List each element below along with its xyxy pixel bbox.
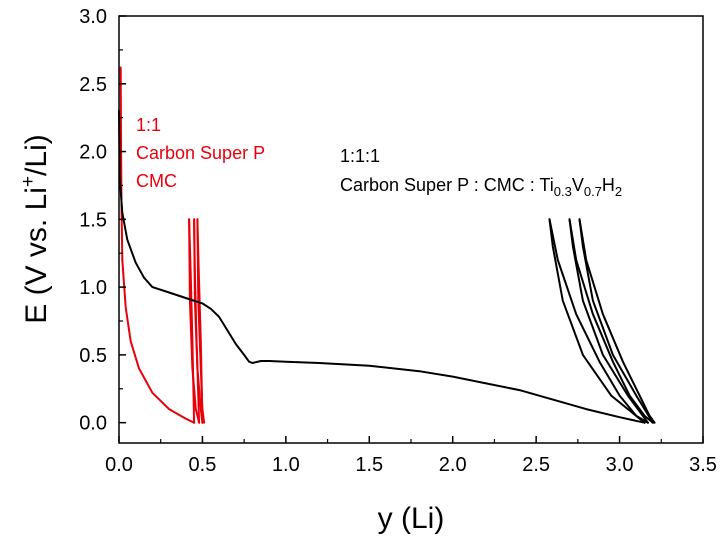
annotation-black-text: Carbon Super P : CMC : Ti <box>340 175 554 195</box>
annotation-red-line3: CMC <box>136 171 177 191</box>
y-axis-title: E (V vs. Li+/Li) <box>18 134 53 324</box>
x-tick-label: 1.5 <box>355 454 383 476</box>
x-tick-label: 2.5 <box>522 454 550 476</box>
annotation-black-sub-3: 2 <box>615 184 622 199</box>
ticks-layer: 0.0 0.5 1.0 1.5 2.0 2.5 3.0 3.5 0.0 0.5 1.0 1.5 2.0 2… <box>79 6 717 476</box>
annotation-black-sub-1: 0.3 <box>554 184 572 199</box>
y-axis-title-sup: + <box>18 176 39 187</box>
series-black-curve <box>578 218 656 424</box>
y-tick-label: 1.5 <box>79 209 107 231</box>
annotation-red-line2: Carbon Super P <box>136 143 265 163</box>
y-tick-label: 1.0 <box>79 277 107 299</box>
annotation-black-h: H <box>602 175 615 195</box>
series-red-curve <box>196 218 206 424</box>
x-tick-label: 2.0 <box>439 454 467 476</box>
annotation-red-line1: 1:1 <box>136 115 161 135</box>
x-tick-label: 3.5 <box>689 454 717 476</box>
y-tick-label: 3.0 <box>79 6 107 28</box>
y-tick-label: 0.0 <box>79 413 107 435</box>
x-tick-label: 1.0 <box>272 454 300 476</box>
series-red-curve <box>188 218 201 424</box>
y-tick-label: 0.5 <box>79 345 107 367</box>
y-tick-label: 2.5 <box>79 74 107 96</box>
y-axis-title-tail: /Li) <box>20 134 53 176</box>
series-black-curve <box>548 218 649 424</box>
y-axis-title-main: E (V vs. Li <box>20 187 53 324</box>
annotation-black-line2: Carbon Super P : CMC : Ti0.3V0.7H2 <box>340 175 622 199</box>
plot-frame <box>118 15 704 444</box>
y-tick-label: 2.0 <box>79 142 107 164</box>
x-axis-title: y (Li) <box>378 502 445 535</box>
x-tick-label: 0.5 <box>189 454 217 476</box>
annotation-black-line1: 1:1:1 <box>340 146 380 166</box>
annotation-black-v: V <box>572 175 584 195</box>
annotation-black-sub-2: 0.7 <box>584 184 602 199</box>
series-black-curve <box>118 109 646 424</box>
series-black-curve <box>548 218 646 424</box>
x-tick-label: 3.0 <box>606 454 634 476</box>
series-layer <box>118 66 656 424</box>
series-black-curve <box>568 218 654 424</box>
series-red-curve <box>119 66 196 424</box>
x-tick-label: 0.0 <box>105 454 133 476</box>
